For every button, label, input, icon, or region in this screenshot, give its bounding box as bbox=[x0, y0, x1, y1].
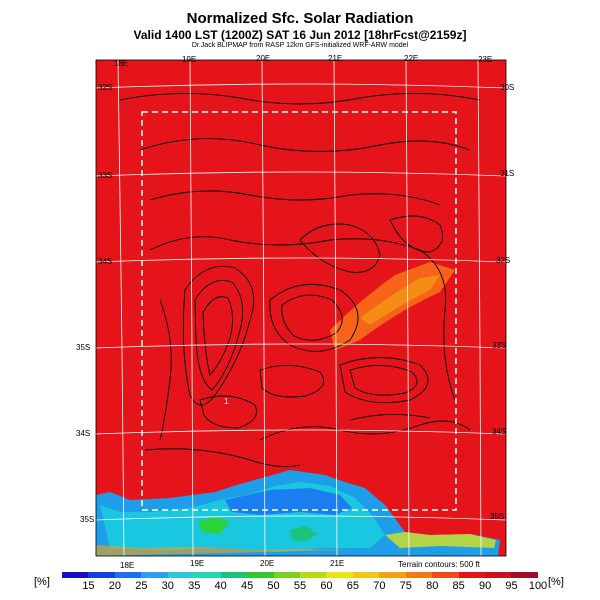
bottom-lon-label: 19E bbox=[190, 559, 204, 568]
valid-time-line: Valid 1400 LST (1200Z) SAT 16 Jun 2012 [… bbox=[133, 28, 467, 42]
right-lat-label: 31S bbox=[500, 169, 514, 178]
chart-title: Normalized Sfc. Solar Radiation bbox=[186, 10, 414, 27]
top-lon-label: 19E bbox=[182, 55, 196, 64]
terrain-contours bbox=[119, 93, 481, 468]
left-lat-label: 32S bbox=[98, 83, 112, 92]
colorbar-tick-label: 25 bbox=[135, 580, 148, 592]
contour-marker: 1 bbox=[224, 397, 229, 406]
right-lat-label: 30S bbox=[500, 83, 514, 92]
bottom-lon-label: 20E bbox=[260, 559, 274, 568]
colorbar bbox=[62, 572, 538, 578]
top-lon-label: 22E bbox=[404, 54, 418, 63]
top-lon-label: 21E bbox=[328, 54, 342, 63]
colorbar-tick-label: 85 bbox=[452, 580, 465, 592]
colorbar-unit-right: [%] bbox=[548, 576, 564, 588]
colorbar-swatch bbox=[352, 572, 380, 578]
colorbar-swatch bbox=[220, 572, 248, 578]
right-lat-label: 33S bbox=[492, 341, 506, 350]
yellow-edge bbox=[385, 532, 496, 548]
colorbar-ticks: 15 20 25 30 35 40 45 50 55 60 65 70 75 80 85 90 95 100 bbox=[62, 580, 547, 594]
left-lat-label: 35S bbox=[76, 343, 90, 352]
colorbar-swatch bbox=[485, 572, 512, 578]
orange-edge bbox=[96, 545, 350, 556]
colorbar-swatch bbox=[141, 572, 168, 578]
colorbar-tick-label: 50 bbox=[267, 580, 280, 592]
colorbar-tick-label: 20 bbox=[108, 580, 121, 592]
bottom-lon-label: 21E bbox=[330, 559, 344, 568]
right-lat-label: 34S bbox=[492, 427, 506, 436]
top-lon-label: 18E bbox=[114, 59, 128, 68]
green-patch bbox=[198, 516, 230, 534]
colorbar-swatch bbox=[432, 572, 459, 578]
lat-lon-grid bbox=[95, 59, 507, 557]
colorbar-swatch bbox=[458, 572, 485, 578]
colorbar-swatch bbox=[326, 572, 353, 578]
left-lat-label: 33S bbox=[98, 171, 112, 180]
left-lat-label: 34S bbox=[76, 429, 90, 438]
left-lat-label: 34S bbox=[98, 257, 112, 266]
colorbar-swatch bbox=[114, 572, 142, 578]
colorbar-unit-left: [%] bbox=[34, 576, 50, 588]
colorbar-swatch bbox=[405, 572, 433, 578]
top-lon-label: 23E bbox=[478, 55, 492, 64]
credit-line: Dr.Jack BLIPMAP from RASP 12km GFS-initi… bbox=[191, 42, 409, 49]
colorbar-tick-label: 90 bbox=[478, 580, 492, 592]
colorbar-tick-label: 40 bbox=[214, 580, 227, 592]
green-patch-2 bbox=[290, 526, 318, 542]
right-lat-label: 35S bbox=[490, 512, 504, 521]
colorbar-tick-label: 55 bbox=[293, 580, 307, 592]
top-lon-label: 20E bbox=[256, 54, 270, 63]
colorbar-tick-label: 100 bbox=[528, 580, 548, 592]
colorbar-tick-label: 95 bbox=[505, 580, 518, 592]
terrain-note: Terrain contours: 500 ft bbox=[398, 560, 480, 569]
colorbar-tick-label: 60 bbox=[320, 580, 333, 592]
colorbar-tick-label: 15 bbox=[82, 580, 95, 592]
colorbar-tick-label: 45 bbox=[240, 580, 254, 592]
colorbar-swatch bbox=[511, 572, 538, 578]
colorbar-swatch bbox=[273, 572, 300, 578]
colorbar-tick-label: 75 bbox=[399, 580, 412, 592]
colorbar-swatch bbox=[88, 572, 115, 578]
colorbar-tick-label: 30 bbox=[161, 580, 174, 592]
colorbar-tick-label: 65 bbox=[346, 580, 359, 592]
map-frame bbox=[95, 59, 507, 557]
colorbar-swatch bbox=[62, 572, 89, 578]
cyan-patch bbox=[225, 488, 352, 515]
orange-band-core bbox=[360, 275, 440, 325]
colorbar-tick-label: 35 bbox=[188, 580, 201, 592]
inner-domain-box bbox=[141, 111, 457, 511]
colorbar-swatch bbox=[247, 572, 274, 578]
colorbar-swatch bbox=[299, 572, 327, 578]
bottom-lon-label: 18E bbox=[120, 561, 134, 570]
colorbar-swatch bbox=[379, 572, 406, 578]
colorbar-tick-label: 70 bbox=[373, 580, 386, 592]
right-lat-label: 32S bbox=[496, 256, 510, 265]
left-lat-label: 35S bbox=[80, 515, 94, 524]
colorbar-tick-label: 80 bbox=[426, 580, 439, 592]
colorbar-swatch bbox=[167, 572, 195, 578]
colorbar-swatch bbox=[194, 572, 221, 578]
